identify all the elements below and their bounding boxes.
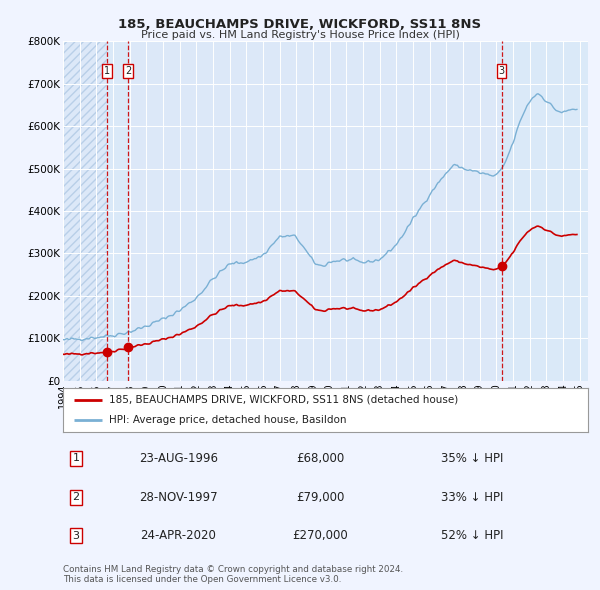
Text: Price paid vs. HM Land Registry's House Price Index (HPI): Price paid vs. HM Land Registry's House … bbox=[140, 30, 460, 40]
Text: HPI: Average price, detached house, Basildon: HPI: Average price, detached house, Basi… bbox=[109, 415, 347, 425]
Bar bbox=[502, 41, 588, 381]
Text: 3: 3 bbox=[73, 531, 80, 541]
Text: £270,000: £270,000 bbox=[292, 529, 348, 542]
Text: 52% ↓ HPI: 52% ↓ HPI bbox=[441, 529, 504, 542]
Text: 23-AUG-1996: 23-AUG-1996 bbox=[139, 452, 218, 465]
Text: 2: 2 bbox=[125, 66, 131, 76]
Text: 185, BEAUCHAMPS DRIVE, WICKFORD, SS11 8NS (detached house): 185, BEAUCHAMPS DRIVE, WICKFORD, SS11 8N… bbox=[109, 395, 458, 405]
Text: £79,000: £79,000 bbox=[296, 490, 344, 504]
Text: 1: 1 bbox=[104, 66, 110, 76]
Text: 35% ↓ HPI: 35% ↓ HPI bbox=[442, 452, 503, 465]
Text: 2: 2 bbox=[73, 492, 80, 502]
Text: 185, BEAUCHAMPS DRIVE, WICKFORD, SS11 8NS: 185, BEAUCHAMPS DRIVE, WICKFORD, SS11 8N… bbox=[118, 18, 482, 31]
Text: 33% ↓ HPI: 33% ↓ HPI bbox=[442, 490, 503, 504]
Text: £68,000: £68,000 bbox=[296, 452, 344, 465]
Text: 3: 3 bbox=[499, 66, 505, 76]
Text: This data is licensed under the Open Government Licence v3.0.: This data is licensed under the Open Gov… bbox=[63, 575, 341, 584]
Bar bbox=[107, 41, 128, 381]
Text: Contains HM Land Registry data © Crown copyright and database right 2024.: Contains HM Land Registry data © Crown c… bbox=[63, 565, 403, 574]
Text: 28-NOV-1997: 28-NOV-1997 bbox=[139, 490, 218, 504]
Text: 24-APR-2020: 24-APR-2020 bbox=[140, 529, 217, 542]
Bar bbox=[63, 41, 107, 381]
Text: 1: 1 bbox=[73, 453, 80, 463]
